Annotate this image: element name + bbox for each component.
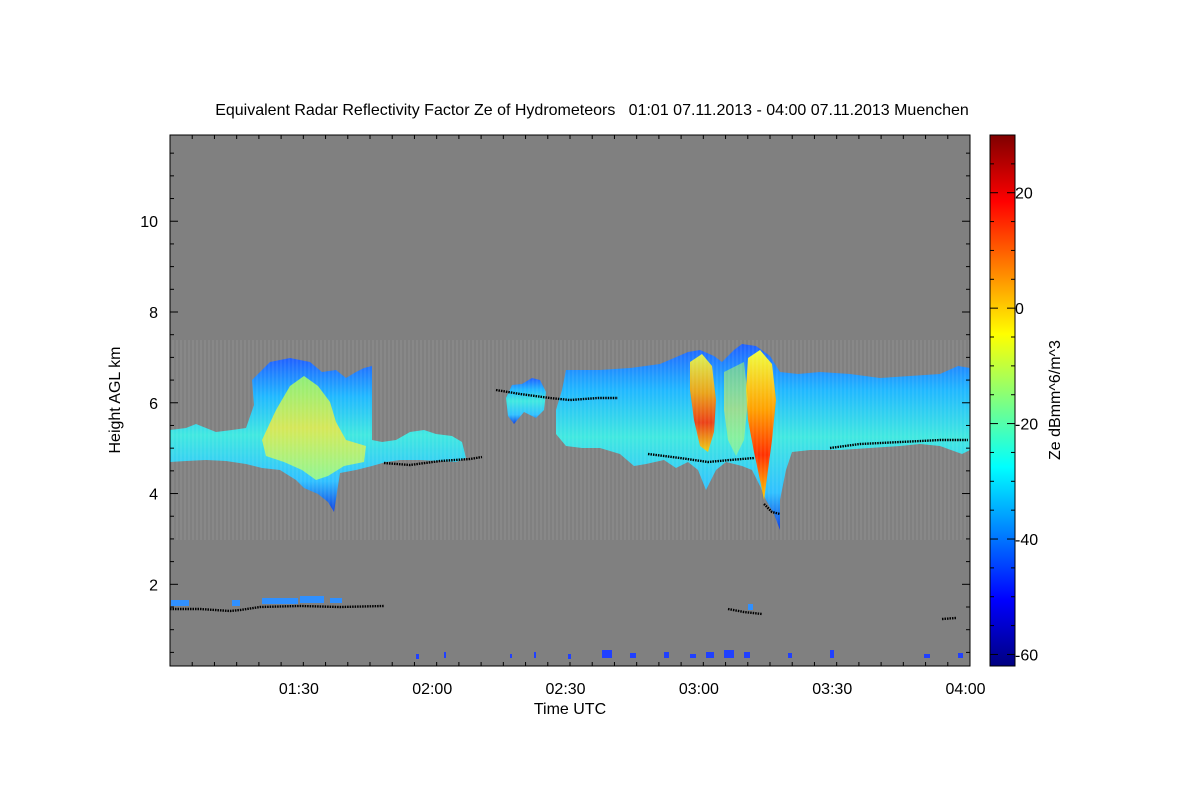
reflectivity-field — [170, 340, 970, 659]
low-cloud-layer — [171, 596, 753, 610]
y-axis-label: Height AGL km — [107, 346, 124, 453]
colorbar-tick-label: -40 — [1015, 532, 1038, 549]
y-tick-label: 6 — [149, 396, 158, 413]
y-tick-label: 8 — [149, 305, 158, 322]
x-tick-label: 02:30 — [546, 681, 586, 698]
colorbar-tick-label: -20 — [1015, 417, 1038, 434]
x-tick-label: 01:30 — [279, 681, 319, 698]
y-tick-label: 2 — [149, 577, 158, 594]
cloud-base-dots — [170, 388, 968, 621]
y-axis: 2 4 6 8 10 — [140, 152, 970, 653]
x-axis: 01:30 02:00 02:30 03:00 03:30 04:00 — [169, 135, 986, 698]
colorbar-tick-label: -60 — [1015, 647, 1038, 664]
cloud-streak-texture — [170, 340, 970, 540]
colorbar-label: Ze dBmm^6/m^3 — [1047, 340, 1064, 460]
x-tick-label: 04:00 — [946, 681, 986, 698]
y-tick-label: 4 — [149, 487, 158, 504]
x-tick-label: 02:00 — [412, 681, 452, 698]
x-tick-label: 03:30 — [812, 681, 852, 698]
colorbar-ticks: 20 0 -20 -40 -60 — [990, 134, 1038, 664]
colorbar-tick-label: 20 — [1015, 186, 1033, 203]
colorbar-tick-label: 0 — [1015, 301, 1024, 318]
colorbar — [989, 134, 1016, 667]
chart-title: Equivalent Radar Reflectivity Factor Ze … — [215, 102, 969, 119]
x-axis-label: Time UTC — [534, 701, 606, 718]
y-tick-label: 10 — [140, 214, 158, 231]
x-tick-label: 03:00 — [679, 681, 719, 698]
ground-clutter — [416, 650, 963, 659]
